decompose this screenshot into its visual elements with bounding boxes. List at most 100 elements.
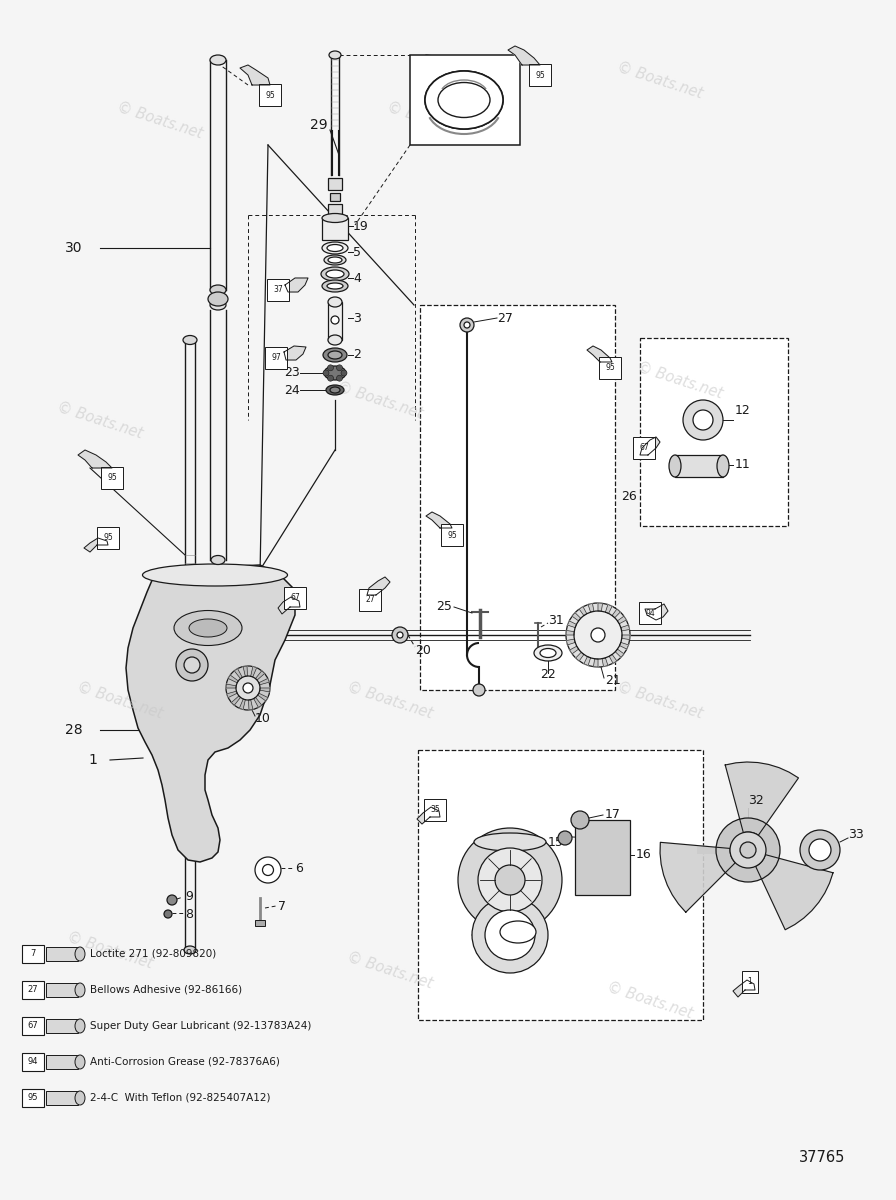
Bar xyxy=(418,750,703,1020)
Text: © Boats.net: © Boats.net xyxy=(75,679,165,721)
Ellipse shape xyxy=(210,55,226,65)
Text: 95: 95 xyxy=(605,364,615,372)
Ellipse shape xyxy=(184,946,196,954)
Text: 94: 94 xyxy=(28,1057,39,1067)
Circle shape xyxy=(263,864,273,876)
Text: 27: 27 xyxy=(497,312,513,324)
Polygon shape xyxy=(619,642,628,649)
Ellipse shape xyxy=(540,648,556,658)
Polygon shape xyxy=(228,676,238,683)
Ellipse shape xyxy=(329,50,341,59)
Ellipse shape xyxy=(208,292,228,306)
Text: 3: 3 xyxy=(353,312,361,324)
Polygon shape xyxy=(606,605,612,613)
Ellipse shape xyxy=(327,283,343,289)
Polygon shape xyxy=(84,538,108,552)
Ellipse shape xyxy=(326,270,344,278)
Polygon shape xyxy=(417,806,440,824)
Text: 13: 13 xyxy=(512,946,528,959)
Ellipse shape xyxy=(328,257,342,263)
Text: 24: 24 xyxy=(284,384,300,396)
Bar xyxy=(640,338,788,526)
Polygon shape xyxy=(573,613,581,620)
Polygon shape xyxy=(254,697,262,707)
Text: 8: 8 xyxy=(185,907,193,920)
Polygon shape xyxy=(612,610,620,618)
Bar xyxy=(46,947,78,961)
Text: © Boats.net: © Boats.net xyxy=(605,979,694,1021)
Text: 30: 30 xyxy=(65,241,82,254)
Text: 10: 10 xyxy=(255,712,271,725)
Text: 14: 14 xyxy=(474,943,490,956)
Text: 15: 15 xyxy=(548,835,564,848)
Circle shape xyxy=(473,684,485,696)
Text: 67: 67 xyxy=(28,1021,39,1031)
Ellipse shape xyxy=(328,335,342,346)
Bar xyxy=(330,193,340,200)
Circle shape xyxy=(693,410,713,430)
Text: 12: 12 xyxy=(735,403,751,416)
Circle shape xyxy=(184,658,200,673)
Polygon shape xyxy=(367,577,390,595)
Circle shape xyxy=(485,910,535,960)
Text: 35: 35 xyxy=(430,805,440,815)
Ellipse shape xyxy=(75,983,85,997)
Bar xyxy=(328,204,342,214)
Bar xyxy=(46,1019,78,1033)
Bar xyxy=(46,1055,78,1069)
PathPatch shape xyxy=(126,565,295,862)
Circle shape xyxy=(323,370,329,376)
Circle shape xyxy=(236,676,260,700)
Polygon shape xyxy=(588,604,594,612)
Text: 31: 31 xyxy=(548,613,564,626)
Polygon shape xyxy=(576,653,584,661)
Text: Loctite 271 (92-809820): Loctite 271 (92-809820) xyxy=(90,949,216,959)
Ellipse shape xyxy=(75,947,85,961)
Circle shape xyxy=(392,626,408,643)
Polygon shape xyxy=(284,346,306,360)
Circle shape xyxy=(337,365,342,371)
Circle shape xyxy=(566,602,630,667)
Text: 17: 17 xyxy=(605,809,621,822)
Polygon shape xyxy=(278,596,300,614)
Text: 29: 29 xyxy=(310,118,328,132)
Text: © Boats.net: © Boats.net xyxy=(116,100,205,140)
Bar xyxy=(46,1091,78,1105)
Ellipse shape xyxy=(322,242,348,254)
Text: 1: 1 xyxy=(747,978,753,986)
Polygon shape xyxy=(566,630,574,635)
Bar xyxy=(22,1090,44,1106)
Bar xyxy=(22,946,44,962)
Polygon shape xyxy=(231,696,240,706)
Polygon shape xyxy=(239,700,246,709)
Text: 23: 23 xyxy=(284,366,300,379)
Ellipse shape xyxy=(75,1019,85,1033)
Polygon shape xyxy=(602,658,607,666)
Bar xyxy=(46,983,78,997)
Polygon shape xyxy=(226,684,237,688)
Circle shape xyxy=(255,857,281,883)
Circle shape xyxy=(716,818,780,882)
Text: © Boats.net: © Boats.net xyxy=(335,379,425,421)
Circle shape xyxy=(495,865,525,895)
Circle shape xyxy=(458,828,562,932)
Text: 27: 27 xyxy=(28,985,39,995)
Bar xyxy=(328,302,342,340)
Text: © Boats.net: © Boats.net xyxy=(345,949,435,991)
Polygon shape xyxy=(660,842,736,912)
Text: 4: 4 xyxy=(353,271,361,284)
Text: 37765: 37765 xyxy=(798,1151,845,1165)
Bar xyxy=(255,920,265,926)
Polygon shape xyxy=(258,694,268,701)
Circle shape xyxy=(472,898,548,973)
Circle shape xyxy=(331,316,339,324)
Circle shape xyxy=(800,830,840,870)
Ellipse shape xyxy=(500,922,536,943)
Polygon shape xyxy=(255,671,264,680)
Ellipse shape xyxy=(322,214,348,222)
Bar xyxy=(22,1054,44,1070)
Circle shape xyxy=(176,649,208,680)
Ellipse shape xyxy=(210,284,226,295)
Text: 1: 1 xyxy=(88,754,97,767)
Ellipse shape xyxy=(425,71,503,128)
